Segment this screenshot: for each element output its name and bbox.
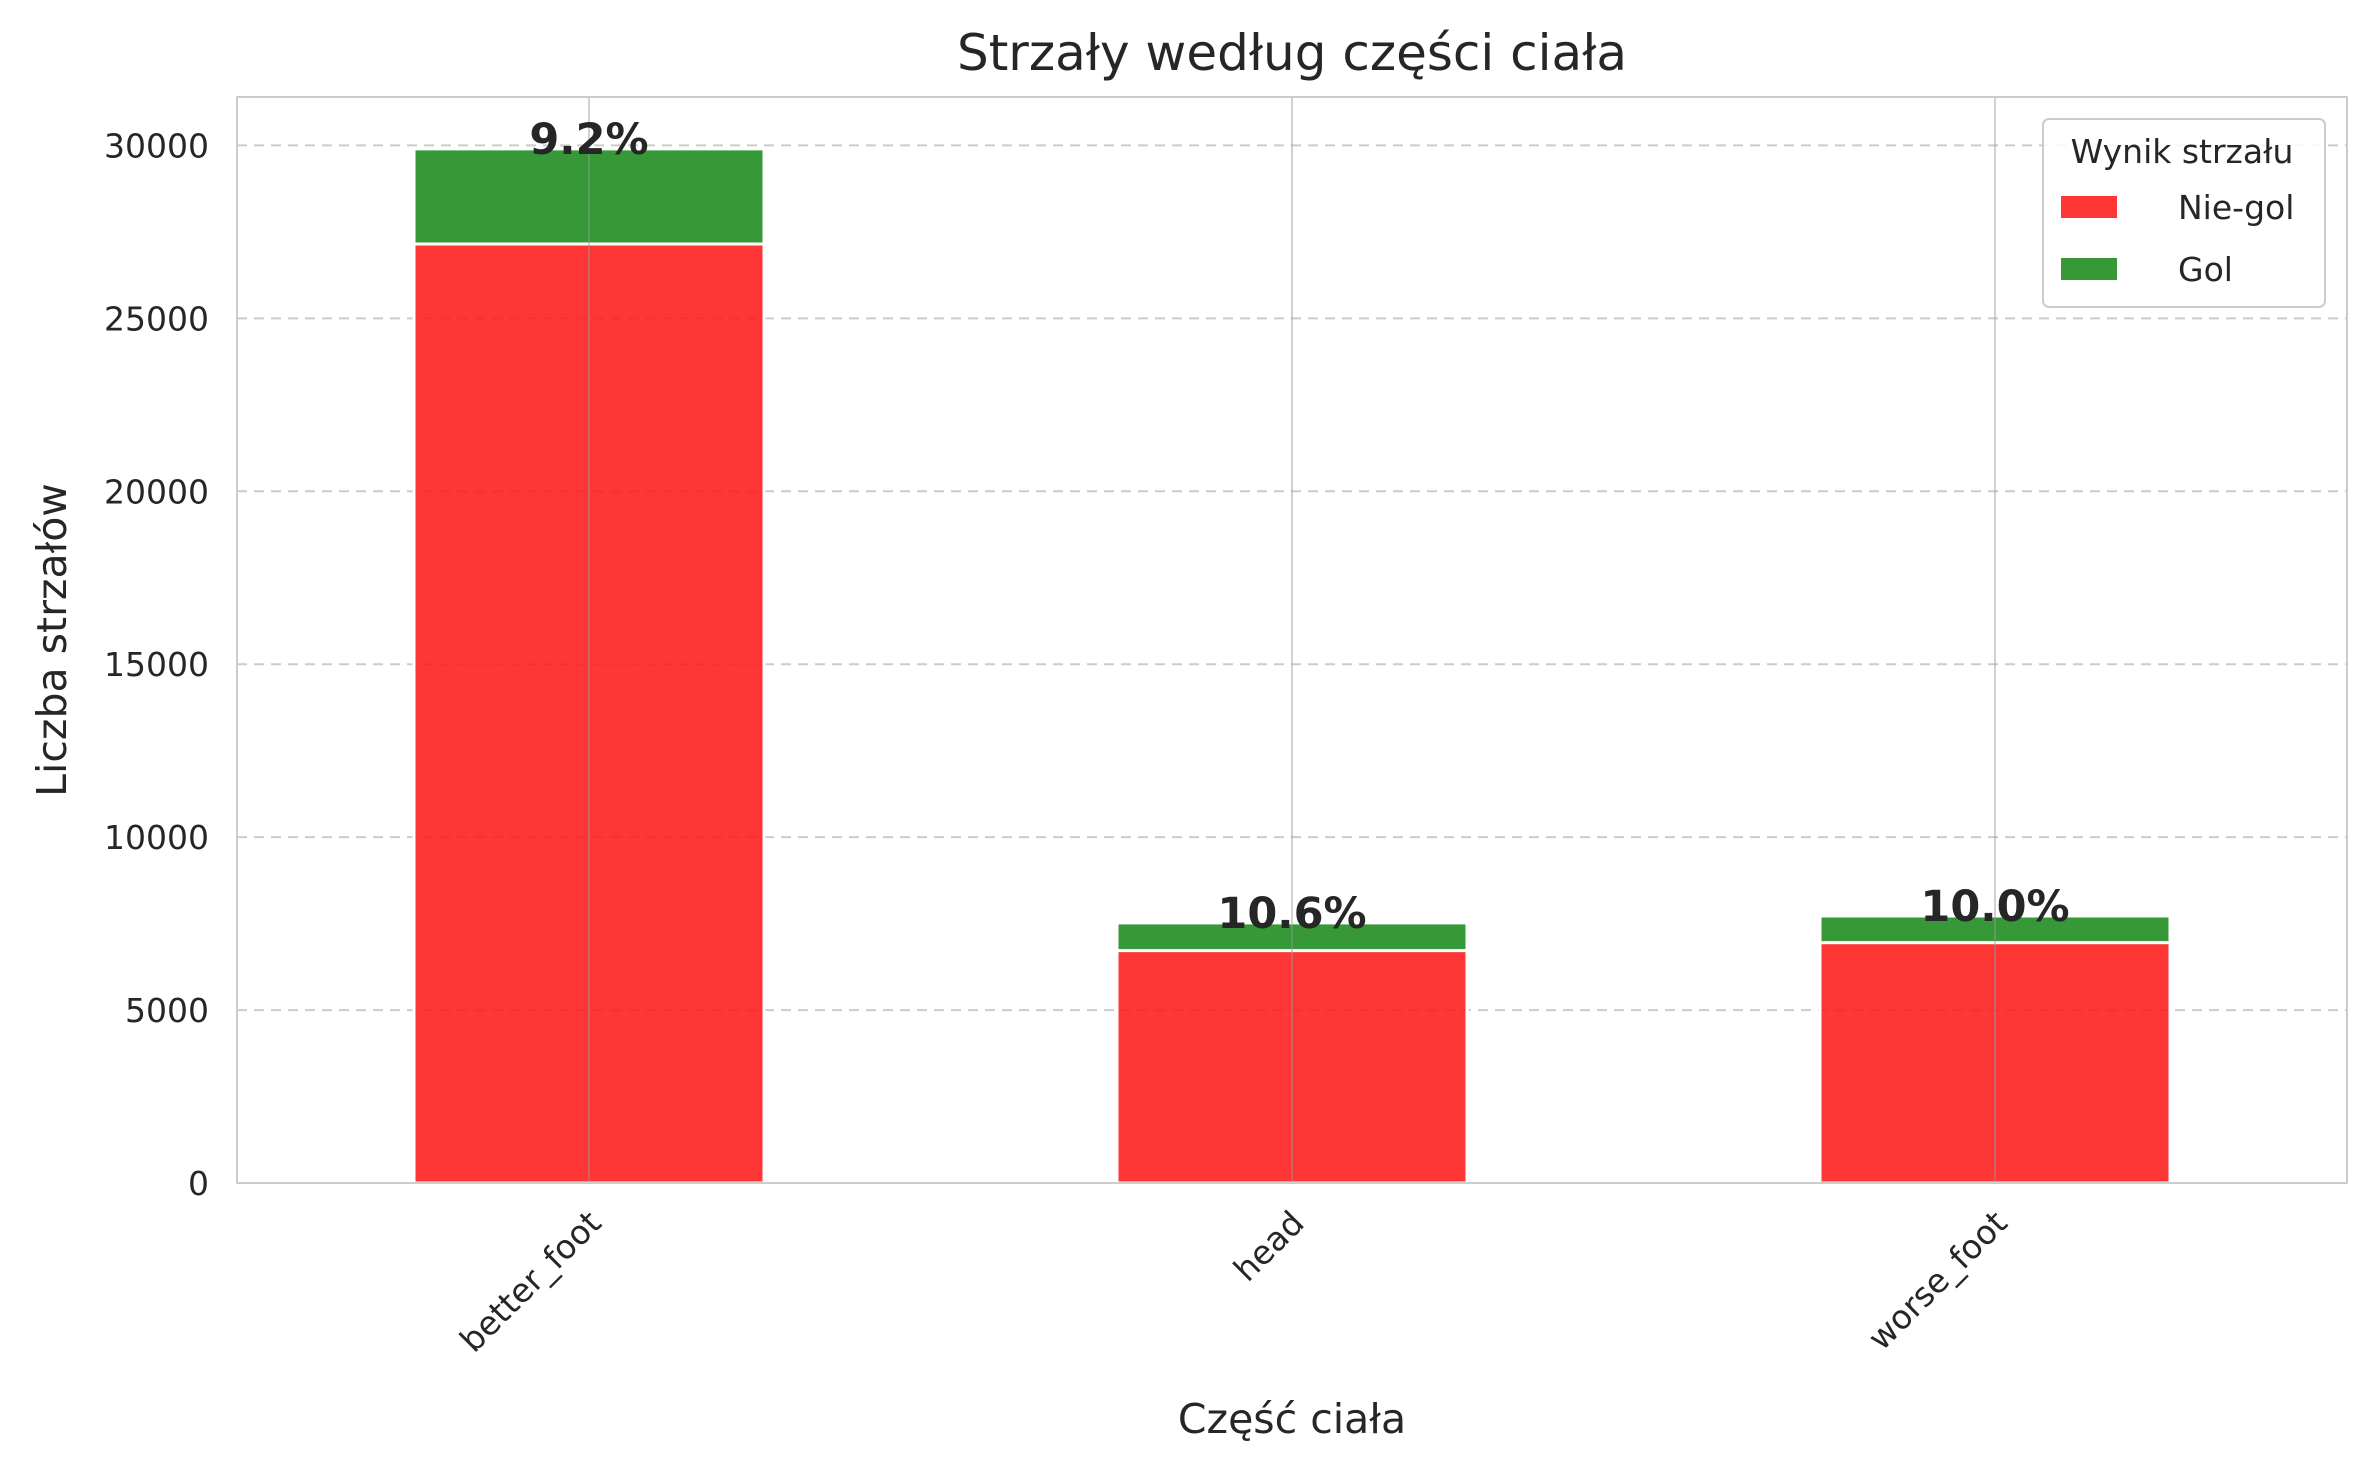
- legend-label-nie-gol: Nie-gol: [2178, 188, 2294, 227]
- bar-gol-better-foot: [412, 147, 766, 246]
- bar-nie-gol-worse-foot: [1818, 941, 2172, 1185]
- data-labels: 9.2% 10.6% 10.0%: [529, 115, 2069, 939]
- y-axis-ticks: 0 5000 10000 15000 20000 25000 30000: [104, 126, 209, 1203]
- y-tick-label-5000: 5000: [125, 991, 209, 1030]
- x-axis-label: Część ciała: [1178, 1395, 1406, 1443]
- legend: Wynik strzału Nie-gol Gol: [2042, 118, 2326, 308]
- x-axis-ticks: better_foot head worse_foot: [452, 1203, 2015, 1360]
- y-axis-label: Liczba strzałów: [28, 483, 76, 797]
- bar-gol-worse-foot: [1818, 914, 2172, 945]
- y-tick-label-20000: 20000: [104, 472, 209, 511]
- y-tick-label-0: 0: [188, 1164, 209, 1203]
- legend-label-gol: Gol: [2178, 250, 2233, 289]
- chart-title: Strzały według części ciała: [957, 24, 1627, 82]
- bar-nie-gol-head: [1115, 949, 1469, 1185]
- y-tick-label-15000: 15000: [104, 645, 209, 684]
- data-label-better-foot: 9.2%: [529, 115, 648, 165]
- y-tick-label-30000: 30000: [104, 126, 209, 165]
- y-tick-label-25000: 25000: [104, 299, 209, 338]
- bars: [412, 147, 2172, 1185]
- x-tick-label-better-foot: better_foot: [452, 1203, 609, 1360]
- data-label-head: 10.6%: [1217, 889, 1366, 939]
- bar-gol-head: [1115, 921, 1469, 953]
- bar-nie-gol-better-foot: [412, 242, 766, 1185]
- plot-frame: [236, 96, 2348, 1184]
- legend-title: Wynik strzału: [2071, 132, 2294, 171]
- legend-swatch-nie-gol: [2061, 196, 2117, 218]
- x-tick-label-worse-foot: worse_foot: [1860, 1203, 2015, 1358]
- y-tick-label-10000: 10000: [104, 818, 209, 857]
- vertical-grid: [588, 97, 1996, 1183]
- x-tick-label-head: head: [1226, 1203, 1312, 1289]
- data-label-worse-foot: 10.0%: [1920, 882, 2069, 932]
- legend-swatch-gol: [2061, 258, 2117, 280]
